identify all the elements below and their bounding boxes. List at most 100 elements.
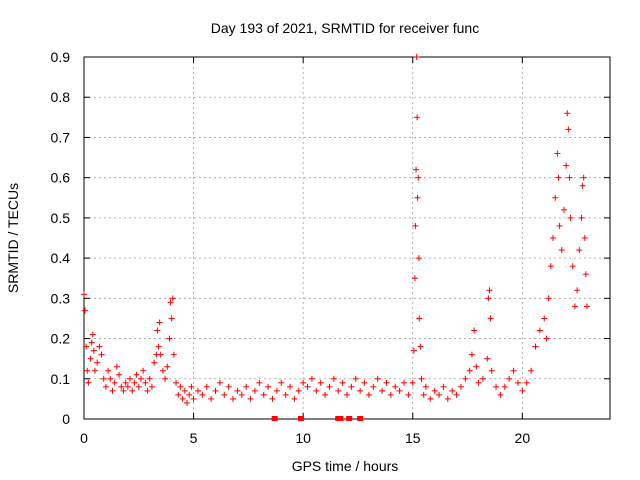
- data-point: [422, 383, 429, 390]
- x-axis-label: GPS time / hours: [292, 458, 399, 474]
- data-point: [208, 395, 215, 402]
- gap-marker: [346, 416, 353, 421]
- data-point: [457, 383, 464, 390]
- data-point: [339, 379, 346, 386]
- data-point: [124, 383, 131, 390]
- data-point: [166, 335, 173, 342]
- data-point: [567, 214, 574, 221]
- data-point: [81, 291, 87, 298]
- data-point: [304, 383, 311, 390]
- data-point: [188, 383, 195, 390]
- data-point: [370, 383, 377, 390]
- data-point: [453, 391, 460, 398]
- data-point: [85, 379, 92, 386]
- data-point: [317, 379, 324, 386]
- data-point: [436, 391, 443, 398]
- data-point: [84, 367, 91, 374]
- y-tick-label: 0.3: [51, 290, 71, 306]
- data-point: [308, 375, 315, 382]
- data-point: [344, 391, 350, 398]
- y-tick-label: 0.8: [51, 89, 71, 105]
- data-point: [379, 387, 386, 394]
- data-point: [528, 367, 535, 374]
- axis-ticks: [83, 56, 610, 420]
- data-point: [109, 387, 116, 394]
- data-point: [90, 347, 97, 354]
- data-point: [300, 379, 307, 386]
- data-point: [247, 395, 254, 402]
- data-point: [576, 247, 583, 254]
- data-point: [273, 387, 280, 394]
- data-point: [184, 399, 191, 406]
- data-point: [486, 287, 493, 294]
- data-point: [83, 343, 90, 350]
- data-point: [167, 299, 174, 306]
- data-point: [91, 367, 98, 374]
- data-point: [177, 383, 184, 390]
- data-point: [212, 387, 219, 394]
- y-tick-label: 0.6: [51, 170, 71, 186]
- data-point: [410, 347, 417, 354]
- data-point: [173, 379, 180, 386]
- data-point: [420, 391, 427, 398]
- data-point: [175, 391, 182, 398]
- data-point: [238, 391, 245, 398]
- data-point: [181, 387, 188, 394]
- data-point: [146, 375, 153, 382]
- data-point: [411, 275, 418, 282]
- data-point: [155, 343, 162, 350]
- data-point: [105, 367, 112, 374]
- data-point: [151, 359, 158, 366]
- data-point: [88, 339, 95, 346]
- data-point: [558, 247, 565, 254]
- data-point: [582, 271, 589, 278]
- data-point: [186, 391, 193, 398]
- data-point: [560, 206, 567, 213]
- data-point: [396, 387, 403, 394]
- data-point: [120, 387, 127, 394]
- data-point: [543, 335, 550, 342]
- data-point: [265, 383, 272, 390]
- data-point: [135, 383, 142, 390]
- data-point: [485, 295, 492, 302]
- y-tick-label: 0.7: [51, 129, 71, 145]
- data-point: [581, 235, 588, 241]
- data-point: [357, 387, 364, 394]
- data-point: [291, 395, 298, 402]
- data-point: [578, 214, 585, 221]
- data-point: [514, 379, 521, 386]
- data-point: [330, 375, 337, 382]
- data-point: [313, 387, 320, 394]
- data-point: [497, 391, 504, 398]
- y-tick-label: 0.9: [51, 49, 71, 65]
- data-point: [414, 114, 421, 121]
- data-point: [199, 391, 206, 398]
- y-tick-label: 0.4: [51, 250, 71, 266]
- data-point: [501, 383, 508, 390]
- grid: [84, 57, 610, 419]
- data-point: [148, 383, 155, 390]
- data-point: [251, 387, 258, 394]
- data-point: [416, 315, 423, 322]
- data-point: [116, 371, 123, 378]
- x-tick-label: 5: [190, 430, 198, 446]
- data-point: [243, 383, 250, 390]
- data-point: [129, 387, 136, 394]
- data-point: [133, 371, 140, 378]
- data-point: [554, 150, 561, 157]
- data-point: [565, 126, 572, 133]
- data-point: [118, 383, 125, 390]
- data-point: [431, 387, 438, 394]
- gap-marker: [271, 416, 278, 421]
- data-point: [466, 367, 473, 374]
- data-point: [216, 379, 223, 386]
- data-point: [156, 319, 163, 326]
- data-point: [579, 182, 586, 189]
- data-point: [127, 375, 134, 382]
- data-point: [234, 387, 241, 394]
- data-point: [536, 327, 543, 334]
- x-tick-label: 20: [515, 430, 531, 446]
- data-point: [282, 391, 289, 398]
- data-point: [322, 391, 329, 398]
